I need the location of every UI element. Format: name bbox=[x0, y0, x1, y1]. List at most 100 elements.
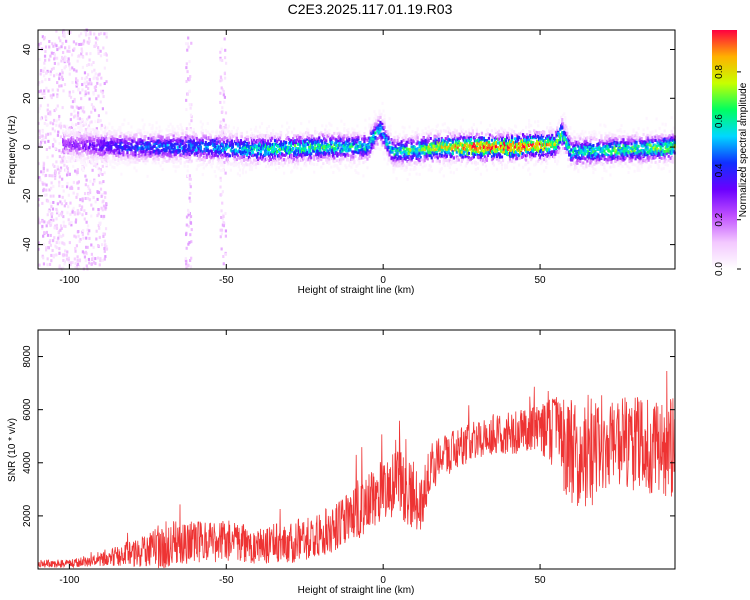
spectrogram-cell bbox=[293, 127, 296, 131]
spectrogram-cell bbox=[272, 148, 276, 152]
spectrogram-cell bbox=[93, 147, 96, 151]
spectrogram-cell bbox=[214, 153, 217, 157]
spectrogram-cell bbox=[492, 151, 496, 155]
spectrogram-cell bbox=[457, 139, 460, 143]
spectrogram-cell bbox=[388, 153, 391, 157]
spectrogram-cell bbox=[50, 259, 53, 263]
spectrogram-cell bbox=[366, 166, 369, 170]
spectrogram-cell bbox=[440, 136, 443, 140]
spectrogram-cell bbox=[44, 58, 47, 62]
spectrogram-cell bbox=[153, 132, 156, 136]
spectrogram-cell bbox=[347, 127, 350, 131]
spectrogram-cell bbox=[189, 191, 192, 195]
spectrogram-cell bbox=[272, 150, 276, 154]
spectrogram-cell bbox=[230, 141, 233, 145]
spectrogram-cell bbox=[327, 145, 330, 149]
spectrogram-cell bbox=[401, 125, 404, 129]
spectrogram-cell bbox=[88, 229, 91, 233]
spectrogram-cell bbox=[97, 94, 100, 98]
spectrogram-cell bbox=[49, 112, 52, 116]
spectrogram-cell bbox=[317, 143, 320, 147]
spectrogram-cell bbox=[84, 33, 88, 37]
spectrogram-cell bbox=[236, 126, 240, 130]
spectrogram-cell bbox=[436, 159, 439, 163]
spectrogram-cell bbox=[221, 88, 224, 92]
spectrogram-cell bbox=[120, 172, 123, 176]
spectrogram-cell bbox=[292, 159, 295, 163]
spectrogram-cell bbox=[76, 181, 79, 185]
spectrogram-cell bbox=[358, 162, 361, 166]
spectrogram-cell bbox=[171, 125, 174, 129]
spectrogram-cell bbox=[314, 143, 317, 147]
spectrogram-cell bbox=[483, 143, 487, 147]
spectrogram-cell bbox=[366, 157, 369, 161]
spectrogram-cell bbox=[54, 170, 57, 174]
spectrogram-cell bbox=[368, 117, 371, 121]
spectrogram-cell bbox=[100, 214, 103, 218]
spectrogram-cell bbox=[246, 158, 250, 162]
spectrogram-cell bbox=[394, 130, 397, 134]
spectrogram-cell bbox=[72, 136, 75, 140]
spectrogram-cell bbox=[52, 194, 55, 198]
spectrogram-cell bbox=[347, 158, 350, 162]
spectrogram-cell bbox=[329, 144, 332, 148]
spectrogram-cell bbox=[167, 140, 170, 144]
spectrogram-cell bbox=[184, 233, 188, 237]
spectrogram-cell bbox=[70, 151, 73, 155]
spectrogram-cell bbox=[62, 215, 65, 219]
spectrogram-cell bbox=[185, 79, 188, 83]
spectrogram-cell bbox=[74, 153, 77, 157]
spectrogram-cell bbox=[59, 160, 62, 164]
spectrogram-cell bbox=[83, 135, 86, 139]
spectrogram-cell bbox=[165, 148, 168, 152]
spectrogram-cell bbox=[157, 157, 160, 161]
spectrogram-cell bbox=[223, 150, 226, 154]
spectrogram-cell bbox=[216, 154, 219, 158]
spectrogram-cell bbox=[60, 124, 63, 128]
spectrogram-cell bbox=[102, 144, 105, 148]
spectrogram-cell bbox=[108, 136, 111, 140]
spectrogram-cell bbox=[88, 97, 91, 101]
spectrogram-cell bbox=[276, 144, 280, 148]
spectrogram-cell bbox=[154, 138, 157, 142]
spectrogram-cell bbox=[102, 232, 105, 236]
spectrogram-cell bbox=[359, 153, 362, 157]
spectrogram-cell bbox=[393, 138, 396, 142]
spectrogram-cell bbox=[353, 128, 356, 132]
spectrogram-cell bbox=[297, 142, 300, 146]
spectrogram-cell bbox=[103, 171, 106, 175]
spectrogram-cell bbox=[133, 136, 136, 140]
spectrogram-cell bbox=[278, 153, 282, 157]
spectrogram-cell bbox=[90, 110, 93, 114]
spectrogram-cell bbox=[49, 201, 52, 205]
spectrogram-cell bbox=[481, 157, 485, 161]
spectrogram-cell bbox=[382, 140, 385, 144]
spectrogram-cell bbox=[77, 229, 80, 233]
spectrogram-cell bbox=[63, 253, 66, 257]
spectrogram-cell bbox=[148, 142, 151, 146]
spectrogram-cell bbox=[71, 208, 75, 212]
spectrogram-cell bbox=[123, 133, 126, 137]
spectrogram-cell bbox=[456, 146, 459, 150]
spectrogram-cell bbox=[61, 77, 64, 81]
spectrogram-cell bbox=[87, 257, 91, 261]
spectrogram-cell bbox=[198, 155, 201, 159]
spectrogram-cell bbox=[76, 138, 79, 142]
spectrogram-cell bbox=[88, 115, 91, 119]
spectrogram-cell bbox=[50, 186, 53, 190]
spectrogram-cell bbox=[378, 109, 381, 113]
spectrogram-cell bbox=[97, 152, 100, 156]
spectrogram-cell bbox=[60, 69, 64, 73]
spectrogram-cell bbox=[208, 154, 211, 158]
spectrogram-cell bbox=[222, 140, 225, 144]
spectrogram-cell bbox=[407, 152, 410, 156]
spectrogram-cell bbox=[218, 130, 221, 134]
spectrogram-cell bbox=[356, 163, 359, 167]
spectrogram-cell bbox=[316, 149, 319, 153]
spectrogram-cell bbox=[280, 156, 283, 160]
spectrogram-cell bbox=[220, 247, 223, 251]
spectrogram-cell bbox=[85, 75, 88, 79]
spectrogram-cell bbox=[166, 144, 169, 148]
spectrogram-cell bbox=[357, 151, 360, 155]
spectrogram-cell bbox=[98, 148, 101, 152]
